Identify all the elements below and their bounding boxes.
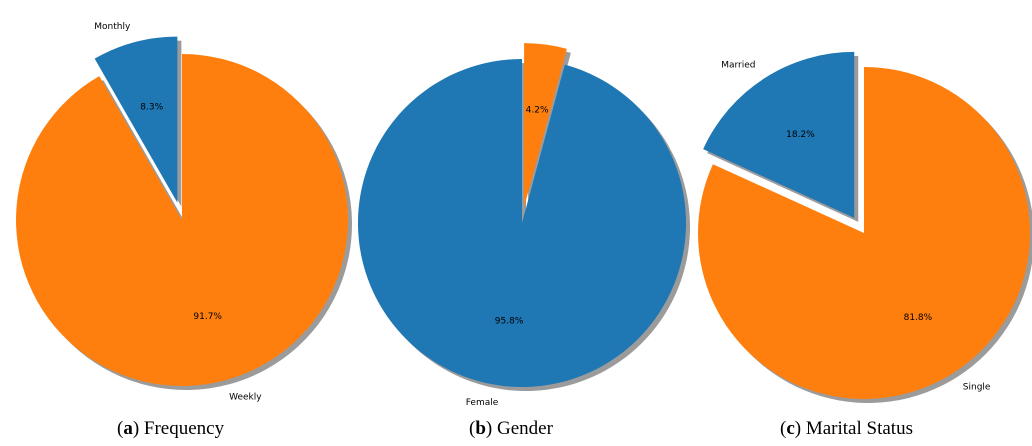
caption-a: (a) Frequency <box>117 418 225 439</box>
pie-chart-frequency: 8.3% Monthly 91.7% Weekly <box>16 22 353 402</box>
slice-label: Married <box>721 60 755 70</box>
percent-label: 95.8% <box>495 317 524 327</box>
percent-label: 4.2% <box>526 106 549 116</box>
pie-slice-monthly <box>94 36 178 203</box>
pie-chart-marital-status: 18.2% Married 81.8% Single <box>697 51 1032 403</box>
pie-slice-unlabeled <box>524 43 567 208</box>
caption-b: (b) Gender <box>469 418 553 439</box>
pie-chart-gender: 95.8% Female 4.2% <box>357 43 690 408</box>
caption-c-text: Marital Status <box>805 418 913 439</box>
pie-charts: 8.3% Monthly 91.7% Weekly 95.8% Female 4.2% 1… <box>16 22 1032 408</box>
caption-a-text: Frequency <box>143 418 225 439</box>
percent-label: 91.7% <box>193 312 222 322</box>
pie-slice-weekly <box>16 53 349 386</box>
caption-c-letter: c <box>786 418 795 439</box>
caption-c: (c) Marital Status <box>780 418 913 439</box>
percent-label: 8.3% <box>140 102 163 112</box>
caption-b-text: Gender <box>496 418 553 439</box>
percent-label: 18.2% <box>786 130 815 140</box>
slice-label: Single <box>963 383 991 393</box>
pie-slice-married <box>703 51 855 218</box>
slice-label: Monthly <box>94 22 131 32</box>
pie-slice-female <box>357 59 686 387</box>
percent-label: 81.8% <box>904 313 933 323</box>
slice-label: Female <box>466 398 499 408</box>
slice-label: Weekly <box>229 392 262 402</box>
pie-slice-single <box>697 67 1030 399</box>
caption-a-letter: a <box>123 418 133 439</box>
caption-b-letter: b <box>475 418 486 439</box>
